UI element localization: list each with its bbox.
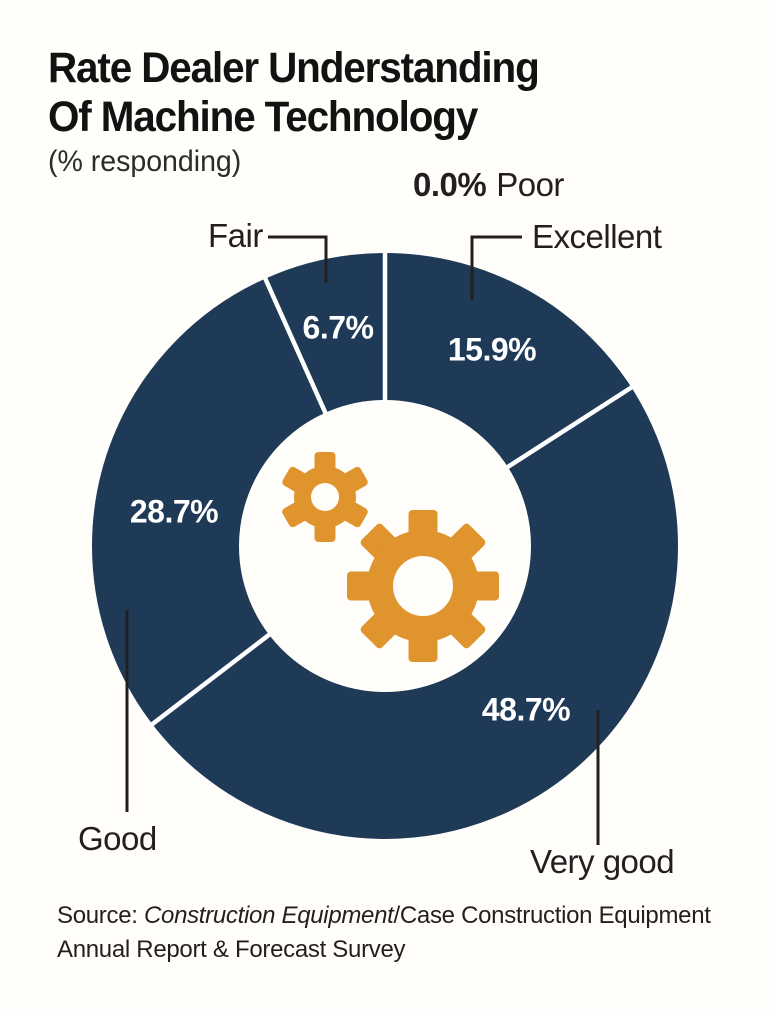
source-note: Source: Construction Equipment/Case Cons… (57, 899, 711, 967)
verygood-percent: 48.7% (481, 691, 571, 728)
source-line-2: Annual Report & Forecast Survey (57, 936, 406, 963)
excellent-percent: 15.9% (447, 331, 537, 368)
title-line-2: Of Machine Technology (48, 93, 478, 141)
slice-separator-2 (149, 631, 273, 728)
verygood-label: Very good (530, 843, 675, 880)
excellent-label: Excellent (532, 218, 662, 255)
gears-icon (282, 452, 499, 662)
title-line-1: Rate Dealer Understanding (48, 44, 540, 92)
chart-subtitle: (% responding) (48, 145, 242, 178)
poor-percent: 0.0% (413, 166, 487, 203)
poor-label: 0.0% Poor (413, 166, 564, 204)
big-gear-icon (347, 510, 499, 662)
fair-leader-line (268, 235, 328, 283)
fair-percent: 6.7% (302, 309, 374, 346)
good-label: Good (78, 820, 157, 857)
slice-separator-3 (262, 275, 329, 416)
fair-label: Fair (208, 217, 263, 254)
page-title: Rate Dealer Understanding Of Machine Tec… (48, 44, 540, 142)
donut-ring-group (92, 251, 678, 839)
source-publication: Construction Equipment (143, 902, 394, 929)
leader-lines (125, 235, 600, 845)
slice-separator-1 (504, 384, 635, 470)
source-line-1: Source: Construction Equipment/Case Cons… (57, 902, 711, 929)
good-percent: 28.7% (129, 493, 219, 530)
small-gear-icon (282, 452, 368, 542)
excellent-leader-line (470, 235, 522, 300)
poor-name: Poor (496, 166, 564, 203)
